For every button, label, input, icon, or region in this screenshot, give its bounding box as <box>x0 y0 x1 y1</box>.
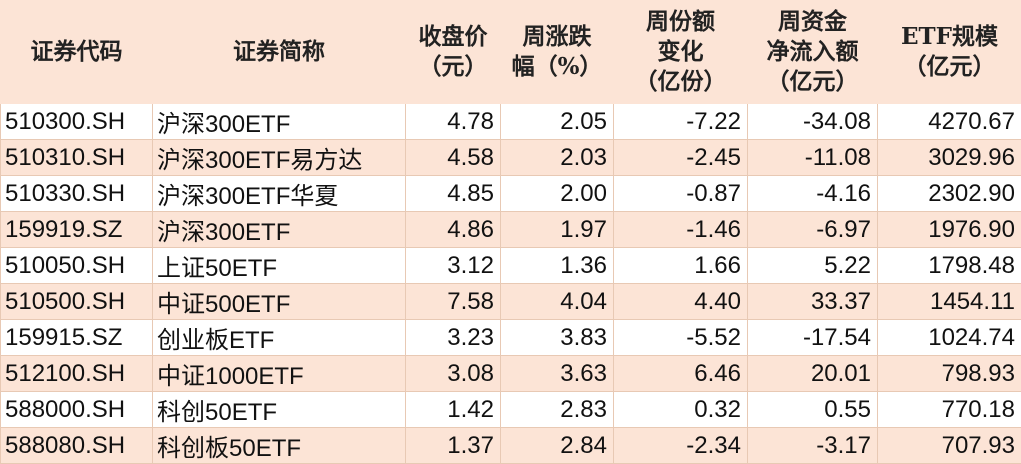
cell-close-price: 4.86 <box>406 212 501 248</box>
cell-etf-size: 798.93 <box>878 356 1021 392</box>
cell-name: 科创板50ETF <box>153 428 406 464</box>
cell-weekly-change: 2.03 <box>501 140 614 176</box>
header-close-price: 收盘价 （元） <box>406 1 501 104</box>
cell-net-inflow: -11.08 <box>748 140 878 176</box>
cell-etf-size: 770.18 <box>878 392 1021 428</box>
cell-net-inflow: -34.08 <box>748 104 878 140</box>
cell-name: 沪深300ETF华夏 <box>153 176 406 212</box>
cell-name: 创业板ETF <box>153 320 406 356</box>
cell-code: 510300.SH <box>1 104 153 140</box>
header-row: 证券代码证券简称收盘价 （元）周涨跌 幅（%）周份额 变化 （亿份）周资金 净流… <box>1 1 1021 104</box>
cell-share-change: -7.22 <box>614 104 748 140</box>
cell-share-change: -5.52 <box>614 320 748 356</box>
cell-net-inflow: -3.17 <box>748 428 878 464</box>
cell-name: 沪深300ETF <box>153 212 406 248</box>
cell-code: 510310.SH <box>1 140 153 176</box>
cell-net-inflow: 0.55 <box>748 392 878 428</box>
cell-share-change: 0.32 <box>614 392 748 428</box>
cell-net-inflow: -6.97 <box>748 212 878 248</box>
cell-net-inflow: 5.22 <box>748 248 878 284</box>
cell-close-price: 7.58 <box>406 284 501 320</box>
cell-name: 中证1000ETF <box>153 356 406 392</box>
cell-share-change: 1.66 <box>614 248 748 284</box>
header-name: 证券简称 <box>153 1 406 104</box>
cell-etf-size: 2302.90 <box>878 176 1021 212</box>
cell-weekly-change: 1.97 <box>501 212 614 248</box>
cell-close-price: 4.78 <box>406 104 501 140</box>
cell-etf-size: 4270.67 <box>878 104 1021 140</box>
cell-weekly-change: 1.36 <box>501 248 614 284</box>
cell-code: 510330.SH <box>1 176 153 212</box>
cell-net-inflow: 33.37 <box>748 284 878 320</box>
cell-code: 159919.SZ <box>1 212 153 248</box>
cell-code: 588080.SH <box>1 428 153 464</box>
cell-close-price: 1.37 <box>406 428 501 464</box>
cell-net-inflow: -4.16 <box>748 176 878 212</box>
cell-close-price: 1.42 <box>406 392 501 428</box>
cell-close-price: 4.85 <box>406 176 501 212</box>
cell-close-price: 3.08 <box>406 356 501 392</box>
cell-net-inflow: -17.54 <box>748 320 878 356</box>
cell-etf-size: 1454.11 <box>878 284 1021 320</box>
header-share-change: 周份额 变化 （亿份） <box>614 1 748 104</box>
cell-code: 159915.SZ <box>1 320 153 356</box>
cell-etf-size: 1976.90 <box>878 212 1021 248</box>
cell-share-change: -2.34 <box>614 428 748 464</box>
cell-weekly-change: 4.04 <box>501 284 614 320</box>
cell-etf-size: 707.93 <box>878 428 1021 464</box>
cell-share-change: -2.45 <box>614 140 748 176</box>
cell-close-price: 3.23 <box>406 320 501 356</box>
cell-share-change: -0.87 <box>614 176 748 212</box>
header-net-inflow: 周资金 净流入额 （亿元） <box>748 1 878 104</box>
cell-etf-size: 3029.96 <box>878 140 1021 176</box>
cell-code: 510050.SH <box>1 248 153 284</box>
header-etf-size: ETF规模 （亿元） <box>878 1 1021 104</box>
cell-etf-size: 1024.74 <box>878 320 1021 356</box>
cell-close-price: 3.12 <box>406 248 501 284</box>
cell-weekly-change: 2.05 <box>501 104 614 140</box>
cell-name: 沪深300ETF易方达 <box>153 140 406 176</box>
cell-code: 512100.SH <box>1 356 153 392</box>
cell-code: 588000.SH <box>1 392 153 428</box>
header-weekly-change: 周涨跌 幅（%） <box>501 1 614 104</box>
cell-name: 中证500ETF <box>153 284 406 320</box>
cell-weekly-change: 2.00 <box>501 176 614 212</box>
cell-weekly-change: 3.63 <box>501 356 614 392</box>
cell-net-inflow: 20.01 <box>748 356 878 392</box>
cell-name: 上证50ETF <box>153 248 406 284</box>
cell-name: 科创50ETF <box>153 392 406 428</box>
cell-code: 510500.SH <box>1 284 153 320</box>
cell-share-change: 6.46 <box>614 356 748 392</box>
cell-share-change: 4.40 <box>614 284 748 320</box>
header-code: 证券代码 <box>1 1 153 104</box>
cell-etf-size: 1798.48 <box>878 248 1021 284</box>
cell-name: 沪深300ETF <box>153 104 406 140</box>
cell-share-change: -1.46 <box>614 212 748 248</box>
cell-weekly-change: 2.83 <box>501 392 614 428</box>
cell-close-price: 4.58 <box>406 140 501 176</box>
cell-weekly-change: 2.84 <box>501 428 614 464</box>
cell-weekly-change: 3.83 <box>501 320 614 356</box>
